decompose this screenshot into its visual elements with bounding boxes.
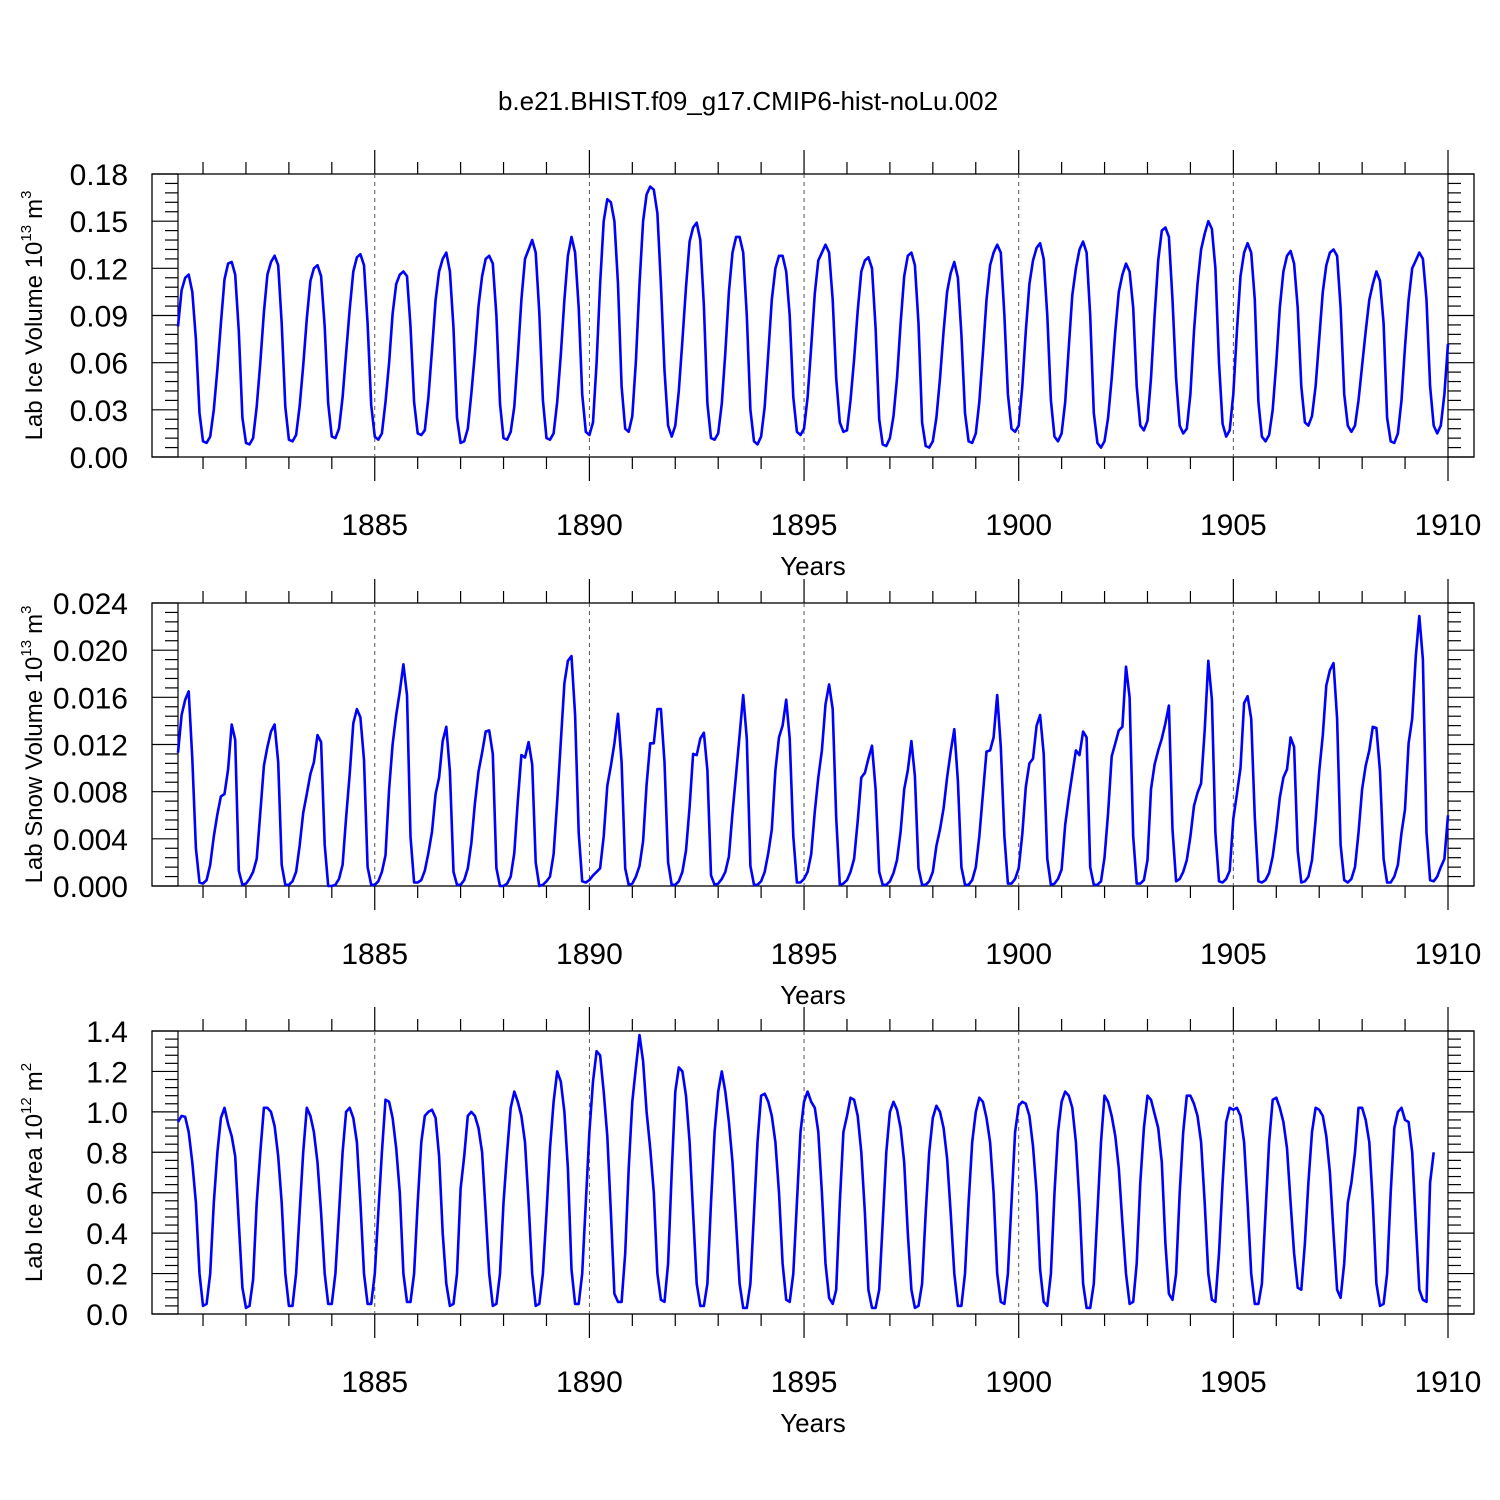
y-tick-label: 0.004 [53,824,128,857]
y-tick-label: 0.020 [53,635,128,668]
y-tick-label: 0.09 [70,301,128,334]
y-tick-label: 0.18 [70,159,128,192]
y-axis-label-text: Lab Snow Volume 10 [21,657,48,884]
x-tick-label: 1885 [341,938,408,971]
x-axis-label: Years [780,1408,846,1438]
y-axis-label-text: Lab Ice Area 10 [21,1114,48,1282]
y-tick-label: 0.8 [86,1137,128,1170]
x-tick-label: 1910 [1415,938,1482,971]
y-tick-label: 0.2 [86,1259,128,1292]
y-tick-label: 1.2 [86,1056,128,1089]
x-tick-label: 1895 [771,938,838,971]
y-axis-label: Lab Ice Area 1012 m2 [18,1063,48,1282]
y-axis-label-unit-exponent: 3 [18,191,35,199]
x-tick-label: 1910 [1415,509,1482,542]
x-tick-label: 1900 [985,1366,1052,1399]
y-tick-label: 0.03 [70,395,128,428]
y-tick-label: 0.4 [86,1218,128,1251]
x-tick-label: 1905 [1200,509,1267,542]
x-tick-label: 1890 [556,938,623,971]
panel-2: 1885 1890 1895 1900 1905 1910 0.000 0.004 0.008 0… [18,579,1481,1010]
y-tick-label: 0.000 [53,871,128,904]
x-axis-label: Years [780,551,846,581]
y-axis-label-unit: m [21,1071,48,1091]
series-line [176,614,1450,888]
y-tick-label: 0.008 [53,777,128,810]
y-tick-label: 0.00 [70,442,128,475]
y-tick-label: 1.0 [86,1097,128,1130]
y-axis-label-unit: m [21,199,48,219]
x-tick-label: 1905 [1200,938,1267,971]
y-tick-label: 0.12 [70,253,128,286]
y-axis-label-exponent: 13 [18,225,35,242]
x-tick-label: 1910 [1415,1366,1482,1399]
x-tick-label: 1895 [771,1366,838,1399]
y-tick-label: 0.06 [70,348,128,381]
y-axis-label: Lab Snow Volume 1013 m3 [18,606,48,884]
x-tick-label: 1885 [341,1366,408,1399]
x-tick-label: 1900 [985,938,1052,971]
y-tick-label: 0.0 [86,1299,128,1332]
y-tick-label: 0.15 [70,206,128,239]
x-axis-label: Years [780,980,846,1010]
y-tick-label: 0.016 [53,682,128,715]
x-tick-label: 1885 [341,509,408,542]
y-tick-label: 1.4 [86,1016,128,1049]
panel-3: 1885 1890 1895 1900 1905 1910 0.0 0.2 0.4 0.6 0.8 1… [18,1007,1481,1438]
series-line [176,1033,1435,1310]
x-tick-label: 1890 [556,509,623,542]
y-axis-label: Lab Ice Volume 1013 m3 [18,191,48,441]
y-axis-label-text: Lab Ice Volume 10 [21,242,48,441]
panels-container: 1885 1890 1895 1900 1905 19100.000.030.060.09… [18,150,1481,1438]
y-axis-label-unit: m [21,614,48,634]
x-tick-label: 1890 [556,1366,623,1399]
y-axis-label-unit-exponent: 3 [18,606,35,614]
panel-1: 1885 1890 1895 1900 1905 1910 0.00 0.03 0.06 0.09… [18,150,1481,581]
y-axis-label-exponent: 12 [18,1097,35,1114]
x-tick-label: 1900 [985,509,1052,542]
y-axis-label-unit-exponent: 2 [18,1063,35,1071]
x-tick-label: 1905 [1200,1366,1267,1399]
y-tick-label: 0.024 [53,588,128,621]
y-axis-label-exponent: 13 [18,640,35,657]
chart-title: b.e21.BHIST.f09_g17.CMIP6-hist-noLu.002 [498,86,998,116]
y-tick-label: 0.012 [53,730,128,763]
series-line [176,185,1450,449]
x-tick-label: 1895 [771,509,838,542]
y-tick-label: 0.6 [86,1178,128,1211]
plot-frame [151,1030,1475,1315]
